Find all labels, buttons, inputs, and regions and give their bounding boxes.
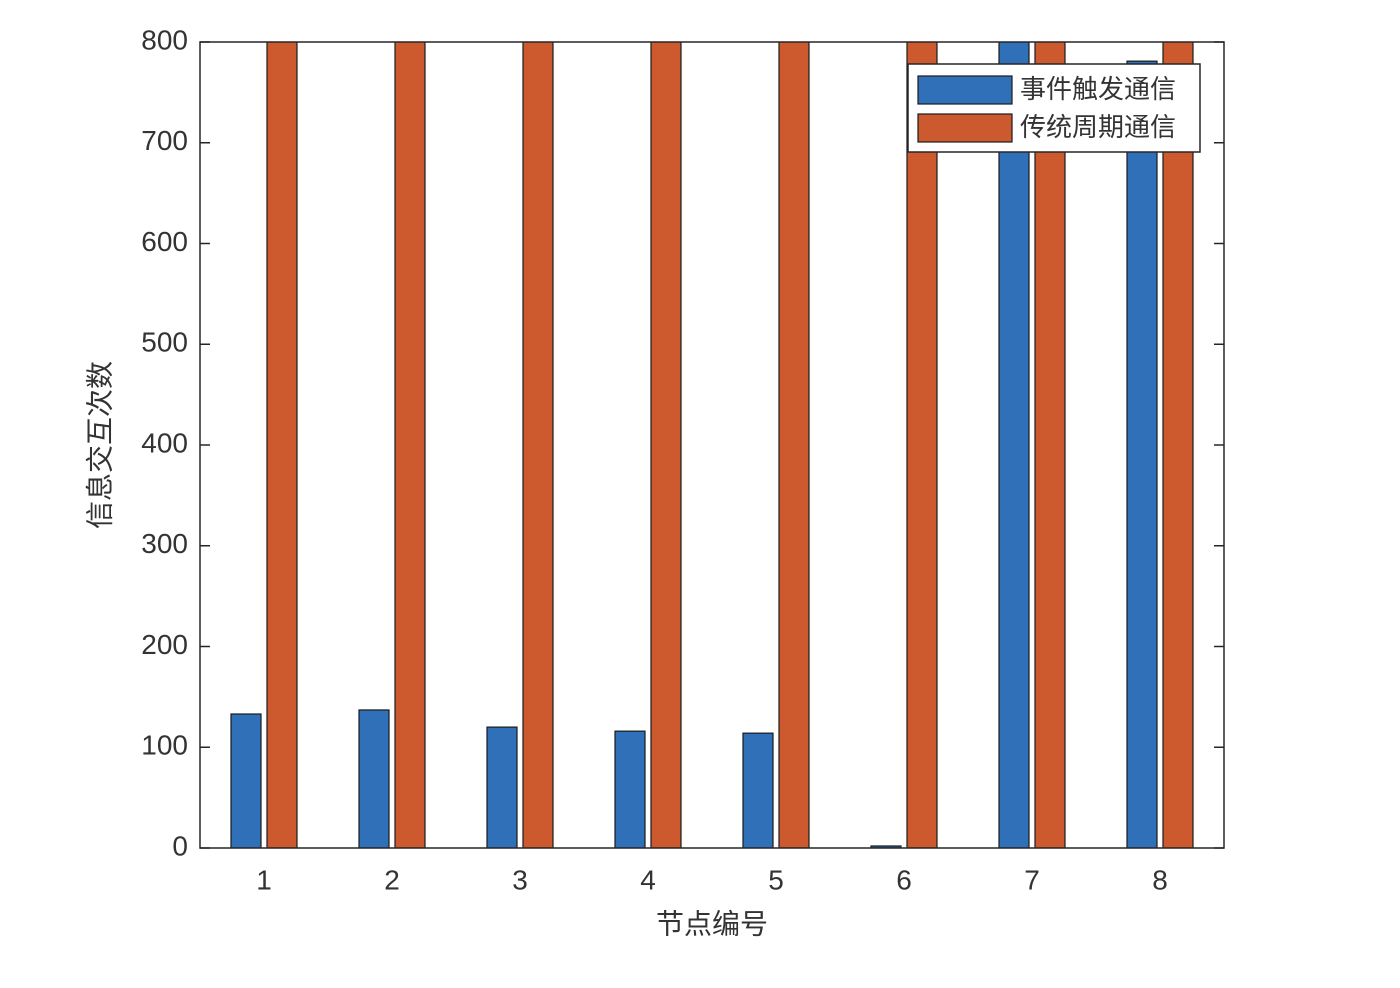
bar <box>266 42 298 848</box>
bar <box>1034 42 1066 848</box>
y-tick-label: 500 <box>141 327 188 358</box>
bar <box>486 726 518 848</box>
bars <box>230 42 1194 848</box>
x-tick-label: 8 <box>1152 864 1168 895</box>
x-tick-label: 2 <box>384 864 400 895</box>
bar <box>742 732 774 848</box>
legend-swatch <box>917 75 1013 105</box>
legend-swatch <box>917 113 1013 143</box>
x-tick-label: 7 <box>1024 864 1040 895</box>
legend-label: 传统周期通信 <box>1020 112 1176 142</box>
y-tick-label: 600 <box>141 226 188 257</box>
y-axis-label: 信息交互次数 <box>84 361 115 529</box>
x-tick-label: 5 <box>768 864 784 895</box>
y-tick-label: 200 <box>141 629 188 660</box>
bar <box>650 42 682 848</box>
bar <box>358 709 390 848</box>
x-tick-label: 6 <box>896 864 912 895</box>
y-tick-label: 300 <box>141 528 188 559</box>
bar <box>906 42 938 848</box>
bar <box>230 713 262 848</box>
legend-label: 事件触发通信 <box>1020 74 1176 104</box>
x-tick-label: 1 <box>256 864 272 895</box>
x-tick-label: 3 <box>512 864 528 895</box>
x-axis-label: 节点编号 <box>656 908 768 939</box>
bar <box>1162 42 1194 848</box>
x-tick-label: 4 <box>640 864 656 895</box>
bar <box>1126 60 1158 848</box>
plot-area <box>200 42 1224 848</box>
y-tick-label: 0 <box>172 830 188 861</box>
bar <box>778 42 810 848</box>
y-tick-label: 100 <box>141 730 188 761</box>
y-tick-label: 700 <box>141 125 188 156</box>
bar <box>614 730 646 848</box>
y-tick-label: 800 <box>141 24 188 55</box>
y-tick-label: 400 <box>141 427 188 458</box>
bar <box>394 42 426 848</box>
bar <box>998 42 1030 848</box>
bar <box>522 42 554 848</box>
